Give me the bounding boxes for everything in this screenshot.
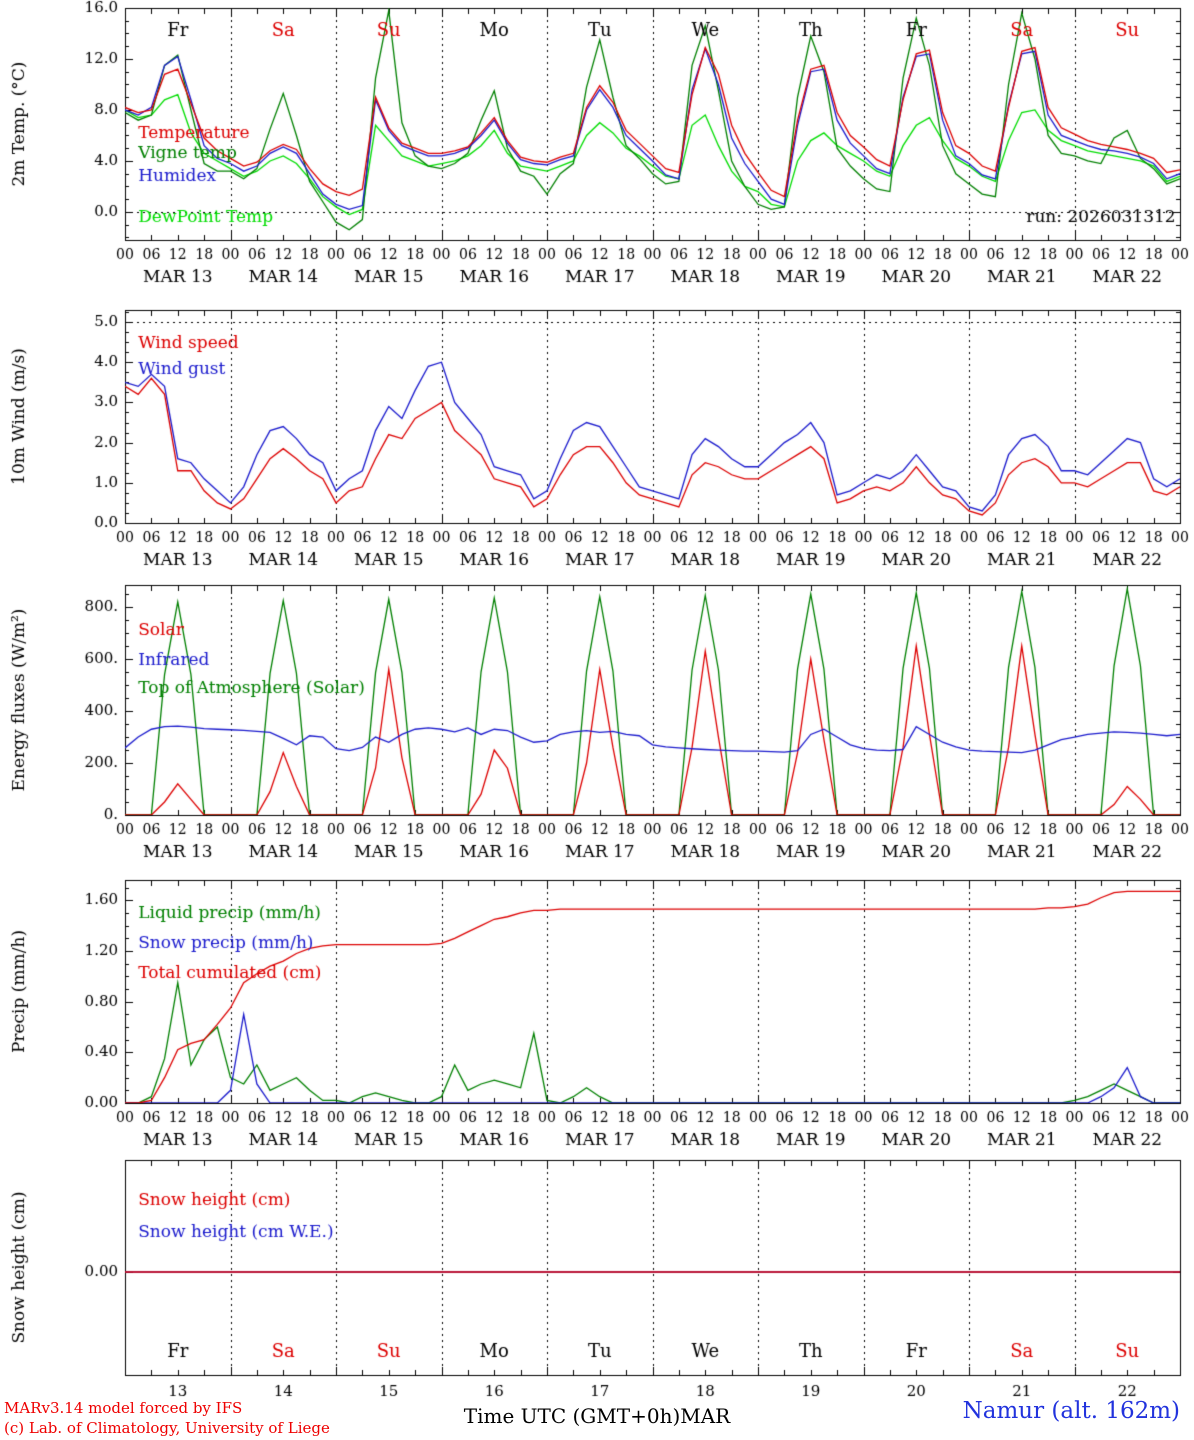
model-credit: MARv3.14 model forced by IFS (c) Lab. of… (4, 1398, 330, 1438)
meteogram-canvas (0, 0, 1194, 1400)
station-label: Namur (alt. 162m) (962, 1398, 1180, 1424)
time-axis-title: Time UTC (GMT+0h)MAR (463, 1404, 731, 1428)
credit-line-1: MARv3.14 model forced by IFS (4, 1399, 243, 1417)
credit-line-2: (c) Lab. of Climatology, University of L… (4, 1419, 330, 1437)
